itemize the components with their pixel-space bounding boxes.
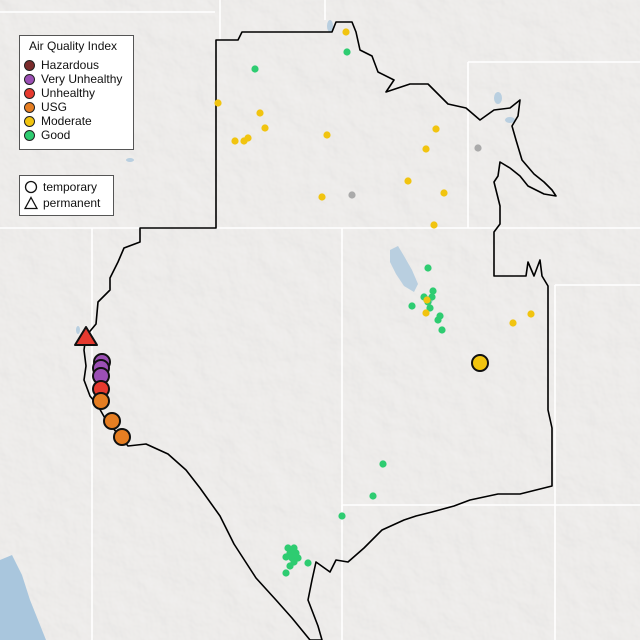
sensor-dot[interactable] xyxy=(426,304,434,312)
aqi-legend: Air Quality Index Hazardous Very Unhealt… xyxy=(19,35,134,150)
legend-row-hazardous: Hazardous xyxy=(24,58,99,72)
temporary-monitor-marker[interactable] xyxy=(92,392,110,410)
sensor-dot[interactable] xyxy=(214,99,222,107)
legend-label: Very Unhealthy xyxy=(41,72,123,86)
legend-title: Air Quality Index xyxy=(29,39,118,53)
legend-row-good: Good xyxy=(24,128,70,142)
sensor-dot[interactable] xyxy=(343,48,351,56)
sensor-dot[interactable] xyxy=(282,569,290,577)
permanent-monitor-marker[interactable] xyxy=(74,326,98,346)
sensor-dot[interactable] xyxy=(422,309,430,317)
sensor-dot[interactable] xyxy=(438,326,446,334)
pacific-ocean xyxy=(0,555,46,640)
great-salt-lake xyxy=(390,246,418,292)
sensor-dot[interactable] xyxy=(304,559,312,567)
sensor-dot[interactable] xyxy=(323,131,331,139)
sensor-dot[interactable] xyxy=(474,144,482,152)
lake-shape xyxy=(126,158,134,162)
sensor-dot[interactable] xyxy=(282,553,290,561)
monitor-type-legend: temporary permanent xyxy=(19,175,114,216)
sensor-dot[interactable] xyxy=(509,319,517,327)
sensor-dot[interactable] xyxy=(256,109,264,117)
legend-row-permanent: permanent xyxy=(24,196,100,210)
legend-row-very-unhealthy: Very Unhealthy xyxy=(24,72,122,86)
sensor-dot[interactable] xyxy=(404,177,412,185)
temporary-monitor-marker[interactable] xyxy=(471,354,489,372)
legend-label: USG xyxy=(41,100,68,114)
sensor-dot[interactable] xyxy=(408,302,416,310)
sensor-dot[interactable] xyxy=(244,134,252,142)
sensor-dot[interactable] xyxy=(338,512,346,520)
legend-label: Good xyxy=(41,128,71,142)
unhealthy-swatch xyxy=(24,87,35,99)
lake-shape xyxy=(505,117,515,123)
sensor-dot[interactable] xyxy=(342,28,350,36)
lake-shape xyxy=(327,20,333,32)
good-swatch xyxy=(24,129,35,141)
sensor-dot[interactable] xyxy=(440,189,448,197)
legend-label: Unhealthy xyxy=(41,86,96,100)
station-markers xyxy=(74,28,535,577)
moderate-swatch xyxy=(24,115,35,127)
sensor-dot[interactable] xyxy=(318,193,326,201)
sensor-dot[interactable] xyxy=(379,460,387,468)
sensor-dot[interactable] xyxy=(369,492,377,500)
sensor-dot[interactable] xyxy=(423,296,431,304)
sensor-dot[interactable] xyxy=(231,137,239,145)
lake-shape xyxy=(494,92,502,104)
legend-label: Moderate xyxy=(41,114,92,128)
legend-row-moderate: Moderate xyxy=(24,114,92,128)
legend-label: permanent xyxy=(43,196,101,210)
circle-icon xyxy=(24,180,38,194)
legend-row-usg: USG xyxy=(24,100,67,114)
temporary-monitor-marker[interactable] xyxy=(103,412,121,430)
sensor-dot[interactable] xyxy=(348,191,356,199)
sensor-dot[interactable] xyxy=(424,264,432,272)
sensor-dot[interactable] xyxy=(429,287,437,295)
legend-label: temporary xyxy=(43,180,98,194)
hazardous-swatch xyxy=(24,59,35,71)
legend-label: Hazardous xyxy=(41,58,100,72)
temporary-monitor-marker[interactable] xyxy=(113,428,131,446)
triangle-icon xyxy=(24,196,38,210)
sensor-dot[interactable] xyxy=(430,221,438,229)
sensor-dot[interactable] xyxy=(434,316,442,324)
lakes xyxy=(76,20,515,334)
sensor-dot[interactable] xyxy=(422,145,430,153)
sensor-dot[interactable] xyxy=(286,562,294,570)
lake-shape xyxy=(76,326,80,334)
sensor-dot[interactable] xyxy=(432,125,440,133)
region-outline xyxy=(83,21,557,640)
sensor-dot[interactable] xyxy=(251,65,259,73)
legend-row-temporary: temporary xyxy=(24,180,97,194)
legend-row-unhealthy: Unhealthy xyxy=(24,86,95,100)
very-unhealthy-swatch xyxy=(24,73,35,85)
sensor-dot[interactable] xyxy=(527,310,535,318)
usg-swatch xyxy=(24,101,35,113)
sensor-dot[interactable] xyxy=(261,124,269,132)
